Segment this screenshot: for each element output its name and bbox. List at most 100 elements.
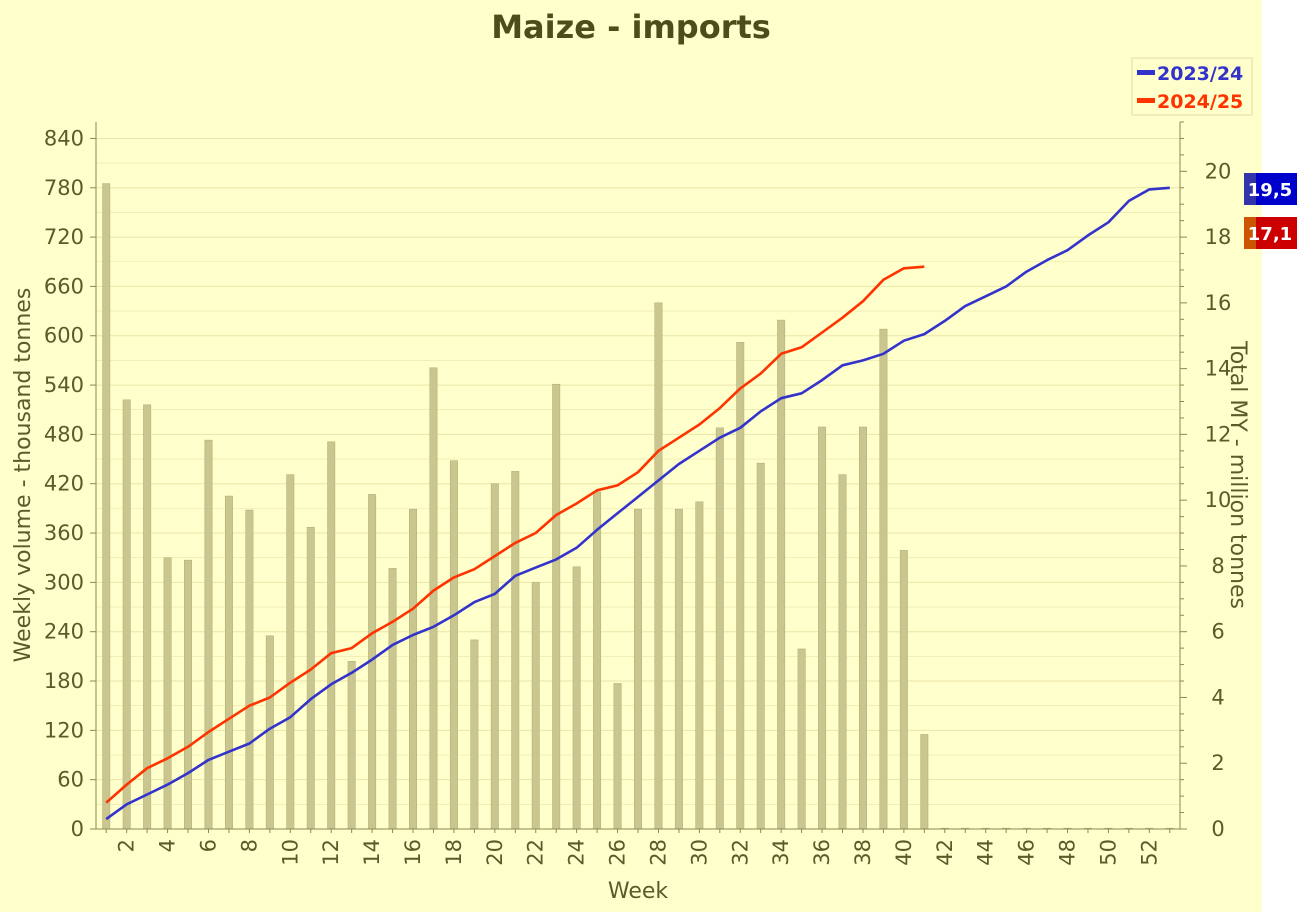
x-tick-label: 52	[1137, 839, 1161, 866]
x-tick-label: 46	[1015, 839, 1039, 866]
right-tick-label: 16	[1205, 291, 1232, 315]
x-axis-title: Week	[608, 879, 669, 904]
bar-week-13	[347, 660, 356, 830]
bar-week-4	[163, 557, 172, 830]
bar-week-9	[265, 635, 274, 830]
x-tick-label: 36	[810, 839, 834, 866]
x-tick-label: 14	[360, 839, 384, 866]
bar-week-36	[818, 426, 827, 830]
badge-2024-25-shade	[1244, 217, 1256, 249]
bar-week-41	[920, 734, 929, 830]
right-tick-label: 4	[1211, 685, 1224, 709]
bar-week-39	[879, 328, 888, 830]
left-tick-label: 840	[44, 126, 84, 150]
bar-week-38	[858, 426, 867, 830]
bar-week-28	[654, 302, 663, 830]
end-value-badges: 19,5 17,1	[1244, 173, 1297, 249]
left-tick-label: 360	[44, 521, 84, 545]
right-tick-label: 8	[1211, 554, 1224, 578]
x-tick-label: 42	[933, 839, 957, 866]
left-tick-label: 780	[44, 176, 84, 200]
x-tick-label: 8	[237, 839, 261, 852]
bar-week-8	[245, 509, 254, 830]
bar-week-33	[756, 462, 765, 830]
right-y-axis-title: Total MY - million tonnes	[1225, 340, 1250, 609]
legend-box	[1131, 57, 1253, 116]
bar-week-24	[572, 566, 581, 830]
left-tick-label: 60	[57, 768, 84, 792]
bar-week-15	[388, 568, 397, 830]
right-tick-label: 6	[1211, 620, 1224, 644]
right-tick-label: 18	[1205, 225, 1232, 249]
bar-week-11	[306, 526, 315, 830]
x-tick-label: 22	[524, 839, 548, 866]
x-tick-label: 16	[401, 839, 425, 866]
right-tick-label: 0	[1211, 817, 1224, 841]
left-tick-label: 300	[44, 570, 84, 594]
bar-week-32	[736, 342, 745, 830]
bar-week-22	[531, 582, 540, 830]
bar-week-27	[634, 508, 642, 830]
legend: 2023/24 2024/25	[1131, 57, 1253, 116]
x-tick-label: 28	[646, 839, 670, 866]
right-tick-label: 2	[1211, 751, 1224, 775]
bar-week-18	[449, 460, 458, 830]
badge-2024-25-label: 17,1	[1248, 224, 1292, 245]
bar-week-26	[613, 683, 622, 830]
bar-week-23	[552, 383, 561, 830]
line-series-2024-25	[105, 265, 925, 804]
x-tick-label: 2	[115, 839, 139, 852]
x-tick-label: 34	[769, 839, 793, 866]
bar-week-20	[490, 483, 499, 830]
x-tick-label: 32	[728, 839, 752, 866]
x-tick-label: 26	[606, 839, 630, 866]
right-y-tick-labels: 0 2 4 6 8 10 12 14 16 18 20	[1180, 121, 1232, 841]
bar-week-35	[797, 648, 806, 830]
x-tick-label: 10	[278, 839, 302, 866]
bar-week-3	[143, 404, 152, 830]
badge-2023-24-label: 19,5	[1248, 180, 1292, 201]
bar-week-29	[674, 508, 683, 830]
right-tick-label: 14	[1205, 357, 1232, 381]
bar-week-25	[593, 491, 602, 830]
right-tick-label: 12	[1205, 422, 1232, 446]
bar-week-2	[122, 399, 131, 830]
bar-week-17	[429, 367, 438, 830]
x-tick-label: 12	[319, 839, 343, 866]
bar-week-16	[409, 508, 418, 830]
x-tick-label: 4	[156, 839, 180, 852]
bar-week-5	[184, 559, 193, 830]
x-tick-label: 50	[1096, 839, 1120, 866]
bar-week-40	[899, 550, 908, 830]
left-tick-label: 720	[44, 225, 84, 249]
left-tick-label: 180	[44, 669, 84, 693]
bar-week-31	[715, 427, 724, 830]
legend-swatch-2023-24	[1137, 70, 1155, 75]
bar-week-1	[102, 183, 111, 830]
bar-week-21	[511, 471, 520, 830]
left-y-tick-labels: 0 60 120 180 240 300 360 420 480 540 600 660 720 780 8…	[44, 126, 96, 841]
chart-title: Maize - imports	[491, 8, 771, 46]
x-tick-label: 20	[483, 839, 507, 866]
x-tick-label: 18	[442, 839, 466, 866]
x-tick-label: 24	[565, 839, 589, 866]
line-series-2023-24	[105, 186, 1170, 821]
left-tick-label: 600	[44, 324, 84, 348]
bar-week-7	[224, 495, 233, 830]
left-tick-label: 420	[44, 472, 84, 496]
right-tick-label: 20	[1205, 159, 1232, 183]
weekly-volume-bars	[102, 183, 1174, 830]
badge-2023-24-shade	[1244, 173, 1256, 205]
left-tick-label: 120	[44, 718, 84, 742]
x-tick-label: 48	[1056, 839, 1080, 866]
left-tick-label: 240	[44, 620, 84, 644]
legend-label-2023-24: 2023/24	[1157, 63, 1243, 85]
legend-label-2024-25: 2024/25	[1157, 91, 1243, 113]
bar-week-6	[204, 439, 213, 830]
bar-week-30	[695, 501, 704, 830]
left-tick-label: 660	[44, 274, 84, 298]
x-tick-label: 40	[892, 839, 916, 866]
x-tick-label: 30	[687, 839, 711, 866]
